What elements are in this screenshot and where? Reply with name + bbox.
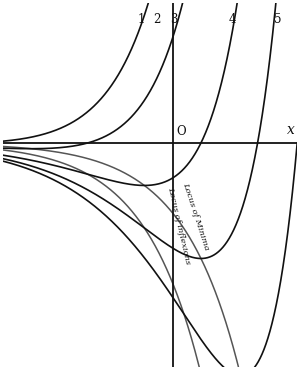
Text: 1: 1 xyxy=(138,13,145,26)
Text: 2: 2 xyxy=(153,13,160,26)
Text: x: x xyxy=(286,123,294,137)
Text: Locus of inflexions: Locus of inflexions xyxy=(166,186,192,265)
Text: O: O xyxy=(177,125,186,138)
Text: 3: 3 xyxy=(170,13,178,26)
Text: Locus of Minima: Locus of Minima xyxy=(181,182,210,251)
Text: 4: 4 xyxy=(228,13,236,26)
Text: 5: 5 xyxy=(274,13,281,26)
